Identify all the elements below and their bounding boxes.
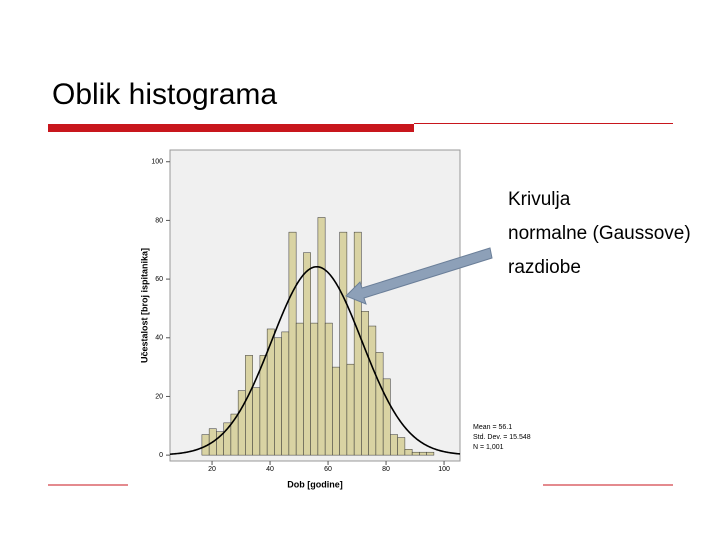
y-tick-label: 0 xyxy=(159,452,163,459)
bar xyxy=(353,231,362,456)
x-axis-label: Dob [godine] xyxy=(287,479,343,489)
y-tick-label: 80 xyxy=(155,217,163,224)
stats-label: Std. Dev. = 15.548 xyxy=(473,434,531,441)
bar xyxy=(390,434,398,456)
bar xyxy=(419,451,427,456)
bar xyxy=(361,311,369,456)
callout-line: Krivulja xyxy=(508,189,571,210)
y-tick-label: 20 xyxy=(155,393,163,400)
bar xyxy=(375,352,384,456)
bar xyxy=(245,355,253,456)
x-tick-label: 40 xyxy=(266,466,274,473)
title-rule xyxy=(48,124,414,132)
stats-label: N = 1,001 xyxy=(473,444,504,451)
bar xyxy=(259,355,268,456)
y-axis-label: Učestalost [broj ispitanika] xyxy=(139,248,149,363)
bar xyxy=(404,449,413,456)
bar xyxy=(339,231,348,456)
bar xyxy=(368,325,377,456)
normal-curve xyxy=(169,265,461,455)
bar xyxy=(310,322,319,456)
bar xyxy=(397,437,406,456)
y-tick-label: 100 xyxy=(151,159,163,166)
bar xyxy=(252,387,261,456)
bar xyxy=(288,231,297,456)
bar xyxy=(237,390,246,456)
bar xyxy=(303,252,311,456)
bar xyxy=(332,366,340,456)
callout-line: normalne (Gaussove) xyxy=(508,223,691,244)
y-tick-label: 60 xyxy=(155,276,163,283)
bar xyxy=(274,337,282,456)
bar xyxy=(411,451,420,456)
bar xyxy=(317,217,326,456)
bar xyxy=(281,331,290,456)
x-tick-label: 80 xyxy=(382,466,390,473)
bar xyxy=(324,322,333,456)
x-tick-label: 60 xyxy=(324,466,332,473)
x-tick-label: 100 xyxy=(438,466,450,473)
bar xyxy=(346,363,355,456)
chart: 0 20 40 60 80 100 20 40 60 80 100 Dob [godine] Učest… xyxy=(139,149,531,489)
bar xyxy=(426,451,435,456)
stats-label: Mean = 56.1 xyxy=(473,424,512,431)
bar xyxy=(295,322,304,456)
y-tick-label: 40 xyxy=(155,335,163,342)
x-tick-label: 20 xyxy=(208,466,216,473)
callout-line: razdiobe xyxy=(508,257,581,278)
bar xyxy=(382,378,391,456)
slide-title: Oblik histograma xyxy=(52,78,277,111)
callout-arrow xyxy=(345,247,493,305)
